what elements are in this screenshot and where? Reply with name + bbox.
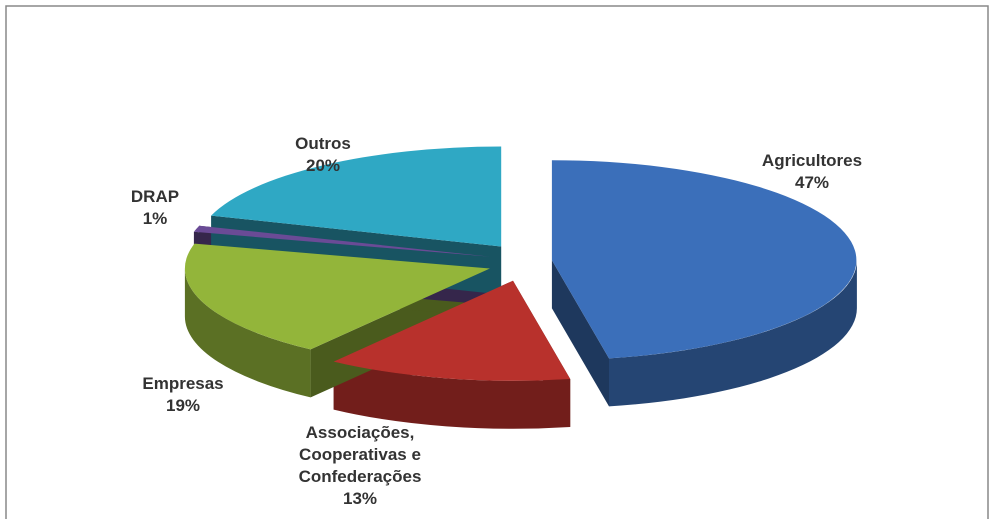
category-label: Associações, Cooperativas e Confederaçõe… [298,423,422,486]
chart-border [5,5,989,519]
category-label: Empresas [142,374,224,393]
slice [193,225,490,257]
slice [551,160,857,359]
value-label: 20% [305,156,341,175]
value-label: 1% [142,209,168,228]
data-label: Outros 20% [273,133,373,177]
data-label: Associações, Cooperativas e Confederaçõe… [275,422,445,510]
slice-wall [184,268,311,398]
value-label: 13% [342,489,378,508]
slice-side [551,260,609,407]
category-label: DRAP [130,187,180,206]
category-label: Outros [295,134,351,153]
value-label: 19% [165,396,201,415]
data-label: Empresas 19% [113,373,253,417]
data-label: Agricultores 47% [732,150,892,194]
category-label: Agricultores [761,151,863,170]
slice-wall [609,260,857,407]
slice [184,243,490,350]
slice [211,146,502,247]
value-label: 47% [794,173,830,192]
slice-wall [333,361,571,429]
slice [333,280,571,381]
data-label: DRAP 1% [115,186,195,230]
